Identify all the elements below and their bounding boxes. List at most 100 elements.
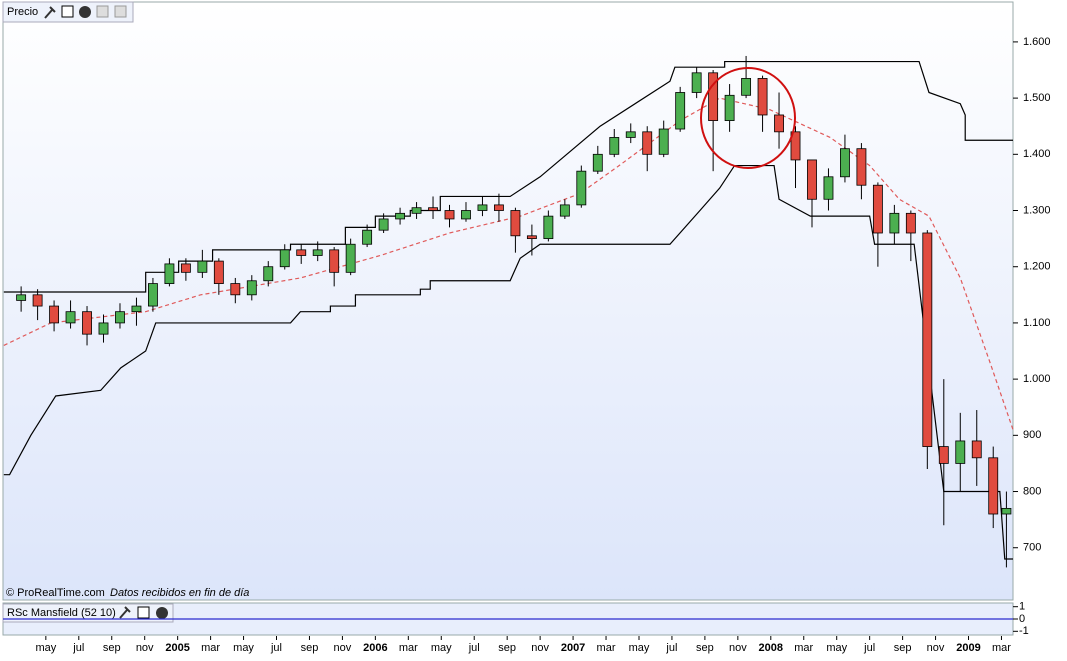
candle-body bbox=[889, 212, 900, 234]
candle-body bbox=[955, 440, 966, 464]
y-tick-label: 800 bbox=[1023, 485, 1041, 497]
y-tick-label: 1 bbox=[1019, 601, 1025, 613]
x-tick-label: 2005 bbox=[165, 642, 189, 654]
x-tick-label: mar bbox=[201, 642, 220, 654]
note-text: Datos recibidos en fin de día bbox=[110, 587, 249, 599]
candle-body bbox=[411, 207, 422, 214]
x-tick-label: jul bbox=[270, 642, 282, 654]
up-icon[interactable] bbox=[114, 5, 127, 18]
y-tick-label: 1.200 bbox=[1023, 261, 1051, 273]
candle-body bbox=[246, 280, 257, 296]
candle-body bbox=[543, 215, 554, 240]
price-panel bbox=[2, 1, 1014, 601]
x-tick-label: jul bbox=[665, 642, 677, 654]
candle-body bbox=[98, 322, 109, 335]
candle-body bbox=[905, 212, 916, 234]
candle-body bbox=[345, 243, 356, 273]
candle-body bbox=[576, 170, 587, 206]
x-tick-label: sep bbox=[894, 642, 912, 654]
x-tick-label: nov bbox=[334, 642, 352, 654]
candle-body bbox=[263, 266, 274, 282]
close-icon[interactable] bbox=[79, 6, 91, 18]
candle-body bbox=[444, 210, 455, 220]
candle-body bbox=[1001, 507, 1012, 515]
candle-body bbox=[164, 263, 175, 284]
x-tick-label: sep bbox=[696, 642, 714, 654]
candle-body bbox=[296, 249, 307, 256]
wrench-icon[interactable] bbox=[44, 6, 56, 19]
x-tick-label: sep bbox=[498, 642, 516, 654]
x-tick-label: nov bbox=[531, 642, 549, 654]
y-tick-label: 1.600 bbox=[1023, 36, 1051, 48]
close-icon[interactable] bbox=[156, 607, 168, 619]
x-tick-label: may bbox=[35, 642, 56, 654]
x-tick-label: sep bbox=[103, 642, 121, 654]
candle-body bbox=[741, 78, 752, 96]
x-tick-label: mar bbox=[399, 642, 418, 654]
x-tick-label: jul bbox=[863, 642, 875, 654]
y-tick-label: 1.300 bbox=[1023, 204, 1051, 216]
x-tick-label: 2007 bbox=[561, 642, 585, 654]
candle-body bbox=[115, 311, 125, 324]
candle-body bbox=[988, 457, 999, 515]
candle-body bbox=[65, 311, 76, 324]
wrench-icon[interactable] bbox=[119, 606, 131, 619]
series-line bbox=[3, 164, 1013, 560]
x-tick-label: nov bbox=[927, 642, 945, 654]
y-tick-label: 900 bbox=[1023, 429, 1041, 441]
x-tick-label: may bbox=[431, 642, 452, 654]
x-tick-label: jul bbox=[72, 642, 84, 654]
candle-body bbox=[230, 283, 241, 296]
y-tick-label: 1.400 bbox=[1023, 148, 1051, 160]
x-tick-label: 2009 bbox=[956, 642, 980, 654]
down-icon[interactable] bbox=[96, 5, 109, 18]
x-tick-label: 2008 bbox=[759, 642, 783, 654]
candle-body bbox=[559, 204, 570, 217]
candle-body bbox=[526, 235, 537, 240]
candle-body bbox=[724, 94, 735, 121]
candle-body bbox=[213, 260, 224, 284]
candle-body bbox=[180, 263, 191, 273]
y-tick-label: 1.100 bbox=[1023, 317, 1051, 329]
candle-body bbox=[609, 137, 620, 155]
candle-body bbox=[395, 212, 406, 220]
candle-body bbox=[510, 210, 521, 237]
y-tick-label: 1.500 bbox=[1023, 92, 1051, 104]
panel-icons bbox=[44, 5, 127, 19]
candle-body bbox=[461, 210, 471, 220]
candle-body bbox=[642, 131, 653, 155]
candle-body bbox=[494, 204, 504, 211]
x-tick-label: nov bbox=[729, 642, 747, 654]
candle-body bbox=[938, 446, 949, 464]
source-text: © ProRealTime.com bbox=[6, 587, 105, 599]
candle-body bbox=[82, 311, 92, 335]
candle-body bbox=[148, 283, 158, 307]
candle-body bbox=[362, 229, 373, 245]
candle-body bbox=[592, 153, 603, 172]
y-tick-label: -1 bbox=[1019, 625, 1029, 637]
candle-body bbox=[691, 72, 702, 93]
x-tick-label: sep bbox=[301, 642, 319, 654]
window-icon[interactable] bbox=[137, 606, 150, 619]
candle-body bbox=[131, 305, 142, 313]
x-tick-label: mar bbox=[597, 642, 616, 654]
candle-body bbox=[807, 159, 817, 200]
candle-body bbox=[378, 218, 389, 231]
candle-body bbox=[477, 204, 488, 211]
candle-body bbox=[708, 72, 719, 121]
window-icon[interactable] bbox=[61, 5, 74, 18]
candle-body bbox=[658, 128, 669, 155]
indicator-title-box bbox=[2, 603, 174, 623]
candle-body bbox=[16, 294, 27, 301]
y-tick-label: 1.000 bbox=[1023, 373, 1051, 385]
candle-body bbox=[279, 249, 290, 268]
highlight-circle bbox=[700, 67, 796, 169]
x-tick-label: may bbox=[233, 642, 254, 654]
x-tick-label: may bbox=[629, 642, 650, 654]
candle-body bbox=[774, 114, 784, 133]
y-tick-label: 0 bbox=[1019, 613, 1025, 625]
x-tick-label: may bbox=[826, 642, 847, 654]
candle-body bbox=[840, 148, 850, 178]
